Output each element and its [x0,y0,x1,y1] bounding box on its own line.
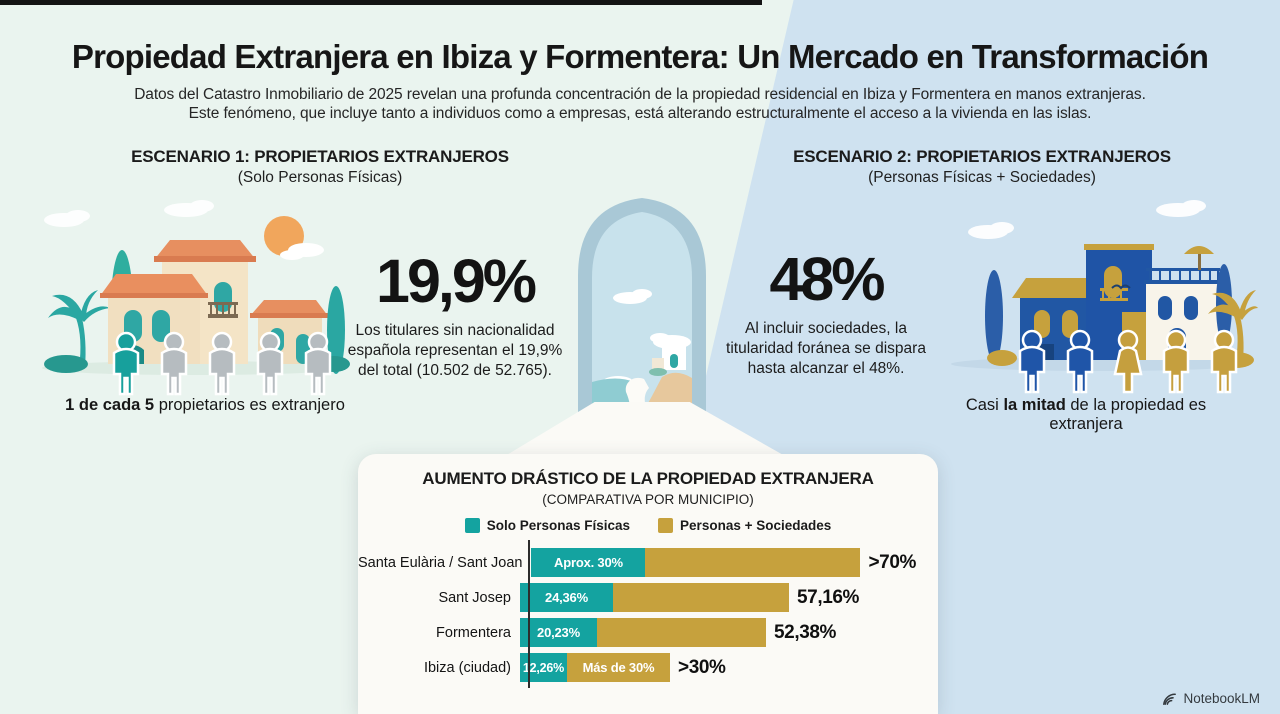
page-title: Propiedad Extranjera en Ibiza y Formente… [71,38,1209,75]
bird-icon [1111,284,1131,290]
chart-legend: Solo Personas Físicas Personas + Sociedad… [358,518,938,533]
bar-municipio-label: Formentera [436,624,511,641]
bar-segment-total [645,548,861,577]
figure-blue-icon [1018,329,1046,394]
legend-label: Personas + Sociedades [680,518,832,533]
bar-track: Aprox. 30% >70% [531,548,916,577]
figure-gold-female-icon [1113,329,1143,394]
figure-local-icon [160,331,188,396]
scenario1-caption: 1 de cada 5 propietarios es extranjero [65,396,345,414]
cloud-icon [44,200,214,227]
scenario2-stat-description: Al incluir sociedades, la titularidad fo… [726,320,926,377]
bar-municipio-label: Ibiza (ciudad) [423,659,511,676]
bush-icon [987,350,1017,366]
bar-segment-total: Más de 30% [567,653,670,682]
scenario2-stat-block: 48% Al incluir sociedades, la titularida… [710,244,942,378]
bar-municipio-label: Santa Eulària / Sant Joan [358,554,523,571]
chart-panel: AUMENTO DRÁSTICO DE LA PROPIEDAD EXTRANJ… [358,454,938,714]
bar-track: 24,36% 57,16% [520,583,859,612]
bar-segment-fisicas: Aprox. 30% [531,548,646,577]
legend-label: Solo Personas Físicas [486,518,631,533]
village-illustration-right [951,200,1258,394]
page-subtitle-line2: Este fenómeno, que incluye tanto a indiv… [188,105,1092,122]
legend-swatch [464,518,480,533]
branding: NotebookLM [1161,690,1260,707]
scenario2-heading: ESCENARIO 2: PROPIETARIOS EXTRANJEROS (P… [732,147,1232,187]
chart-rows: Santa Eulària / Sant Joan Aprox. 30% >70% S… [358,540,938,688]
chart-title: AUMENTO DRÁSTICO DE LA PROPIEDAD EXTRANJ… [422,469,874,488]
palm-tree-icon [48,290,110,368]
cypress-tree-icon [985,270,1003,362]
rock-icon [44,355,88,373]
legend-item: Solo Personas Físicas [464,518,631,533]
figure-gold-icon [1210,329,1238,394]
scenario1-stat-value: 19,9% [376,247,537,315]
page-subtitle-line1: Datos del Catastro Inmobiliario de 2025 … [134,86,1146,103]
bar-row: Formentera 20,23% 52,38% [358,615,938,650]
bar-track: 12,26% Más de 30% >30% [520,653,726,682]
bar-segment-fisicas: 12,26% [520,653,567,682]
bar-value-label: 52,38% [774,621,837,643]
figure-blue-icon [1066,329,1094,394]
scenario1-subtitle: (Solo Personas Físicas) [237,169,403,186]
bar-segment-total [613,583,789,612]
legend-swatch [658,518,674,533]
scenario2-subtitle: (Personas Físicas + Sociedades) [868,169,1096,186]
bar-segment-fisicas: 24,36% [520,583,613,612]
figure-foreign-icon [112,331,140,396]
bar-row: Sant Josep 24,36% 57,16% [358,580,938,615]
umbrella-icon [1184,246,1214,270]
bar-segment-fisicas: 20,23% [520,618,597,647]
top-edge-strip [0,0,762,5]
cloud-icon [280,243,324,260]
scenario1-stat-description: Los titulares sin nacionalidad española … [347,322,563,379]
bar-row: Santa Eulària / Sant Joan Aprox. 30% >70% [358,545,938,580]
figure-local-icon [208,331,236,396]
cypress-tree-icon [327,286,345,374]
bar-row: Ibiza (ciudad) 12,26% Más de 30% >30% [358,650,938,685]
bar-value-label: >30% [678,656,726,678]
figure-gold-icon [1162,329,1190,394]
figure-local-icon [304,331,332,396]
notebooklm-logo-icon [1163,693,1177,705]
village-illustration-left [42,200,350,396]
white-house [649,346,686,376]
scenario1-heading: ESCENARIO 1: PROPIETARIOS EXTRANJEROS (S… [70,147,570,187]
chart-axis-line [528,540,530,688]
bar-value-label: >70% [868,551,916,573]
scenario1-stat-block: 19,9% Los titulares sin nacionalidad esp… [346,246,564,380]
scenario2-caption: Casi la mitad de la propiedad es extranj… [965,396,1207,433]
bar-value-label: 57,16% [797,586,860,608]
branding-label: NotebookLM [1183,691,1260,706]
bar-track: 20,23% 52,38% [520,618,836,647]
cloud-icon [968,200,1206,239]
chart-subtitle: (COMPARATIVA POR MUNICIPIO) [542,492,754,507]
scenario1-title: ESCENARIO 1: PROPIETARIOS EXTRANJEROS [131,147,509,166]
cypress-tree-icon [1216,264,1232,344]
scenario2-stat-value: 48% [769,245,885,313]
bar-municipio-label: Sant Josep [438,589,511,606]
figure-local-icon [256,331,284,396]
bar-segment-total [597,618,766,647]
scenario2-title: ESCENARIO 2: PROPIETARIOS EXTRANJEROS [793,147,1171,166]
legend-item: Personas + Sociedades [658,518,831,533]
